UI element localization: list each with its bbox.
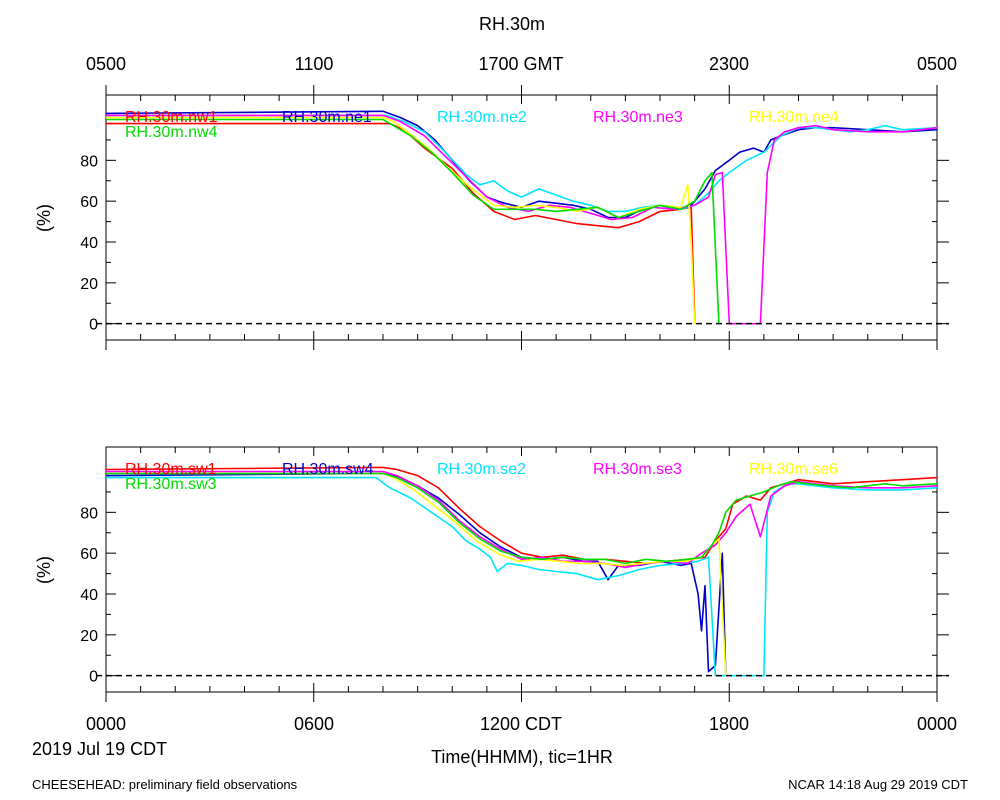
legend-entry-RH.30m.nw1: RH.30m.nw1 (125, 109, 218, 126)
chart-title: RH.30m (479, 14, 545, 34)
bottom-tick-label-1: 0600 (294, 714, 334, 734)
bottom-tick-label-4: 0000 (917, 714, 957, 734)
y-tick-label-1-60: 60 (80, 546, 98, 563)
y-tick-label-1-40: 40 (80, 587, 98, 604)
series-line-RH.30m.se6 (106, 472, 730, 677)
bottom-panel: 0 20 40 60 80 RH.30m.sw1 RH.30m.sw4 RH.30m.se2 R… (80, 446, 949, 702)
legend-entry-RH.30m.sw1: RH.30m.sw1 (125, 461, 217, 478)
legend-entry-RH.30m.nw4: RH.30m.nw4 (125, 124, 218, 141)
top-tick-label-3: 2300 (709, 54, 749, 74)
series-line-RH.30m.ne3 (106, 114, 937, 325)
footer-right-note: NCAR 14:18 Aug 29 2019 CDT (788, 777, 968, 792)
series-line-RH.30m.nw1 (106, 122, 696, 324)
bottom-ylabel: (%) (34, 556, 54, 584)
series-group-0 (106, 110, 937, 325)
bottom-tick-label-0: 0000 (86, 714, 126, 734)
legend-entry-RH.30m.ne1: RH.30m.ne1 (282, 109, 372, 126)
legend-entry-RH.30m.ne3: RH.30m.ne3 (593, 109, 683, 126)
y-tick-label-0-80: 80 (80, 153, 98, 170)
series-line-RH.30m.sw1 (106, 466, 937, 565)
xaxis-label: Time(HHMM), tic=1HR (431, 747, 613, 767)
y-tick-label-0-40: 40 (80, 235, 98, 252)
legend-entry-RH.30m.sw3: RH.30m.sw3 (125, 476, 217, 493)
series-line-RH.30m.se2 (106, 476, 937, 677)
footer-left-note: CHEESEHEAD: preliminary field observatio… (32, 777, 298, 792)
y-tick-label-0-60: 60 (80, 194, 98, 211)
top-tick-label-0: 0500 (86, 54, 126, 74)
top-panel: 0 20 40 60 80 RH.30m.nw1 RH.30m.ne1 RH.30m.ne2 R… (80, 85, 949, 350)
y-tick-label-0-20: 20 (80, 276, 98, 293)
legend-entry-RH.30m.se2: RH.30m.se2 (437, 461, 526, 478)
legend-entry-RH.30m.se6: RH.30m.se6 (749, 461, 838, 478)
bottom-tick-label-2: 1200 CDT (480, 714, 562, 734)
top-tick-label-1: 1100 (295, 54, 334, 74)
y-tick-label-1-80: 80 (80, 505, 98, 522)
legend-entry-RH.30m.ne2: RH.30m.ne2 (437, 109, 527, 126)
date-label: 2019 Jul 19 CDT (32, 739, 167, 759)
series-line-RH.30m.nw4 (106, 118, 720, 324)
top-ylabel: (%) (34, 204, 54, 232)
series-line-RH.30m.sw4 (106, 472, 730, 677)
legend-entry-RH.30m.se3: RH.30m.se3 (593, 461, 682, 478)
series-line-RH.30m.sw3 (106, 472, 937, 565)
series-line-RH.30m.ne4 (106, 116, 696, 324)
top-tick-label-4: 0500 (917, 54, 957, 74)
y-tick-label-1-0: 0 (89, 669, 98, 686)
y-tick-label-1-20: 20 (80, 628, 98, 645)
legend-entry-RH.30m.sw4: RH.30m.sw4 (282, 461, 374, 478)
y-tick-label-0-0: 0 (89, 317, 98, 334)
top-tick-label-2: 1700 GMT (478, 54, 563, 74)
series-group-1 (106, 466, 937, 677)
series-line-RH.30m.ne2 (106, 114, 937, 213)
legend-entry-RH.30m.ne4: RH.30m.ne4 (749, 109, 839, 126)
bottom-tick-label-3: 1800 (709, 714, 749, 734)
